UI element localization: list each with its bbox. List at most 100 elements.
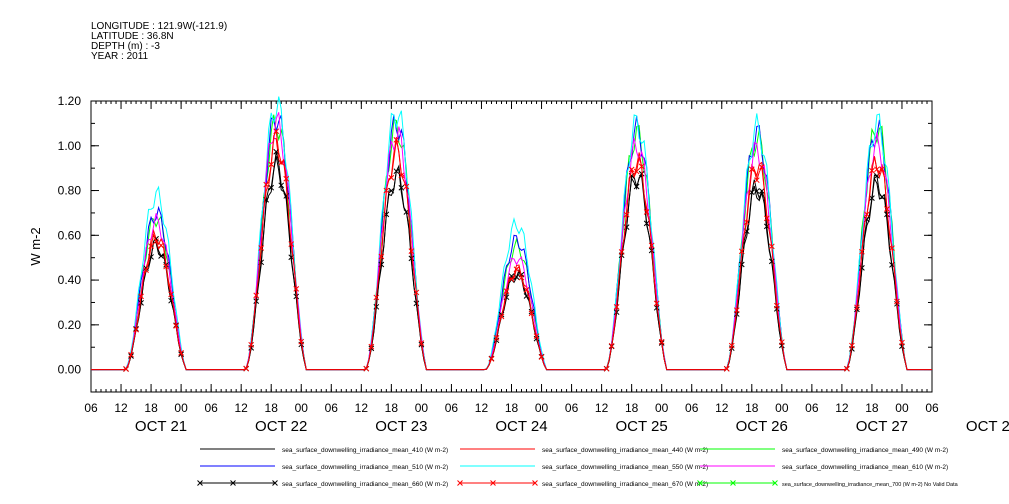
x-tick-label: 06 bbox=[805, 401, 819, 415]
series-line-0 bbox=[91, 156, 932, 371]
x-tick-label: 18 bbox=[745, 401, 759, 415]
x-tick-label: 06 bbox=[445, 401, 459, 415]
series-marker bbox=[738, 248, 745, 255]
x-tick-label: 18 bbox=[625, 401, 639, 415]
series-marker bbox=[523, 287, 530, 293]
series-marker bbox=[723, 365, 730, 372]
x-tick-label: 18 bbox=[865, 401, 879, 415]
series-marker bbox=[408, 248, 415, 254]
series-marker bbox=[658, 338, 665, 345]
series-marker bbox=[268, 184, 275, 191]
y-tick-label: 0.00 bbox=[58, 363, 82, 377]
legend-label: sea_surface_downwelling_irradiance_mean_… bbox=[542, 481, 708, 488]
x-tick-label: 00 bbox=[415, 401, 429, 415]
series-marker bbox=[538, 354, 545, 360]
series-marker bbox=[158, 242, 164, 249]
series-marker bbox=[158, 253, 164, 259]
longitude-label: LONGITUDE : 121.9W(-121.9) bbox=[91, 21, 228, 32]
series-marker bbox=[603, 365, 610, 372]
x-tick-label: 12 bbox=[595, 401, 609, 415]
series-marker bbox=[278, 182, 285, 189]
metadata-header: LONGITUDE : 121.9W(-121.9) LATITUDE : 36… bbox=[91, 22, 227, 62]
series-marker bbox=[844, 365, 850, 372]
series-marker bbox=[293, 285, 300, 292]
series-marker bbox=[778, 339, 785, 345]
series-marker bbox=[498, 313, 505, 320]
y-tick-label: 1.20 bbox=[58, 94, 82, 108]
day-label: OCT 24 bbox=[495, 418, 547, 435]
depth-label: DEPTH (m) : -3 bbox=[91, 41, 160, 52]
x-tick-label: 06 bbox=[565, 401, 579, 415]
series-marker bbox=[273, 128, 280, 135]
series-marker bbox=[403, 183, 410, 190]
series-marker bbox=[633, 183, 640, 190]
x-tick-label: 18 bbox=[265, 401, 279, 415]
day-label: OCT 23 bbox=[375, 418, 427, 435]
series-marker bbox=[628, 166, 635, 173]
series-marker bbox=[618, 249, 625, 255]
series-marker bbox=[493, 334, 500, 341]
series-marker bbox=[728, 342, 735, 349]
series-marker bbox=[513, 266, 520, 273]
x-tick-label: 06 bbox=[84, 401, 98, 415]
series-marker bbox=[768, 243, 775, 250]
series-marker bbox=[638, 170, 645, 177]
series-marker bbox=[363, 365, 370, 372]
series-marker bbox=[138, 299, 144, 306]
series-marker bbox=[398, 184, 405, 191]
x-tick-label: 18 bbox=[505, 401, 519, 415]
series-line-3 bbox=[91, 114, 932, 371]
series-marker bbox=[874, 166, 880, 173]
x-tick-label: 12 bbox=[114, 401, 128, 415]
day-label: OCT 25 bbox=[615, 418, 667, 435]
series-marker bbox=[368, 343, 375, 350]
series-marker bbox=[643, 209, 650, 215]
legend-label: sea_surface_downwelling_irradiance_mean_… bbox=[282, 464, 448, 471]
series-marker bbox=[613, 304, 620, 310]
series-marker bbox=[168, 291, 174, 298]
series-marker bbox=[393, 137, 400, 143]
series-marker bbox=[143, 267, 149, 273]
series-marker bbox=[373, 294, 380, 301]
x-tick-label: 00 bbox=[174, 401, 188, 415]
series-marker bbox=[258, 245, 265, 251]
series-marker bbox=[533, 333, 540, 339]
series-marker bbox=[758, 164, 765, 170]
series-marker bbox=[248, 341, 255, 348]
day-label: OCT 28 bbox=[966, 418, 1009, 435]
series-marker bbox=[884, 206, 890, 212]
series-marker bbox=[293, 293, 300, 300]
x-tick-label: 00 bbox=[295, 401, 309, 415]
legend-marker bbox=[272, 480, 278, 486]
series-marker bbox=[288, 241, 295, 247]
legend-label: sea_surface_downwelling_irradiance_mean_… bbox=[542, 464, 708, 471]
series-marker bbox=[488, 356, 495, 362]
series-marker bbox=[388, 174, 395, 181]
series-marker bbox=[393, 168, 400, 175]
series-marker bbox=[884, 211, 890, 218]
legend-label: sea_surface_downwelling_irradiance_mean_… bbox=[282, 447, 448, 454]
series-marker bbox=[373, 303, 380, 310]
series-marker bbox=[178, 350, 184, 356]
legend-label: sea_surface_downwelling_irradiance_mean_… bbox=[782, 464, 948, 471]
x-tick-label: 12 bbox=[355, 401, 369, 415]
series-marker bbox=[418, 340, 425, 346]
day-label: OCT 21 bbox=[135, 418, 187, 435]
day-label: OCT 26 bbox=[736, 418, 788, 435]
y-tick-label: 0.40 bbox=[58, 273, 82, 287]
series-marker bbox=[253, 298, 260, 304]
series-marker bbox=[879, 166, 885, 173]
series-marker bbox=[253, 292, 260, 299]
x-tick-label: 00 bbox=[535, 401, 549, 415]
series-marker bbox=[268, 161, 275, 168]
series-marker bbox=[613, 309, 620, 316]
series-marker bbox=[889, 245, 895, 252]
legend-marker bbox=[697, 480, 703, 486]
x-tick-label: 00 bbox=[895, 401, 909, 415]
series-marker bbox=[653, 304, 660, 311]
plot-frame bbox=[90, 100, 933, 393]
x-tick-label: 12 bbox=[475, 401, 489, 415]
series-marker bbox=[864, 211, 870, 218]
series-marker bbox=[773, 302, 780, 309]
